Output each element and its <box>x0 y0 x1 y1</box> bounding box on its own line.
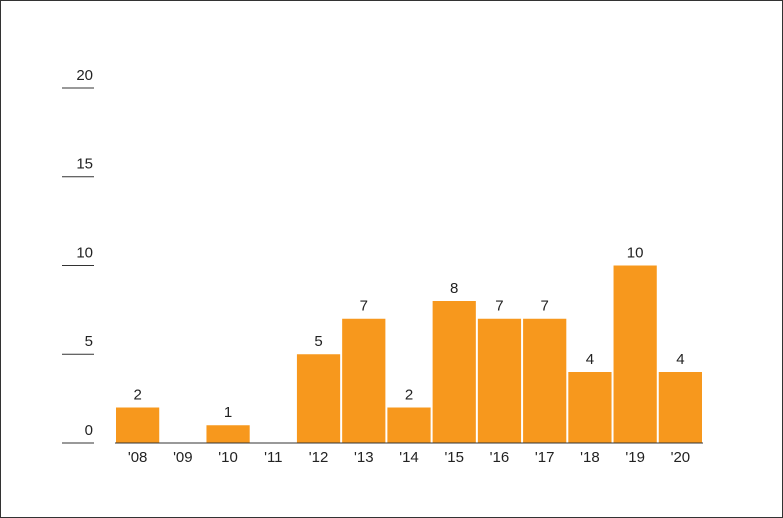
bar <box>206 425 250 443</box>
x-tick-label: '17 <box>535 449 555 466</box>
data-label: 7 <box>495 298 503 315</box>
bar <box>387 407 431 443</box>
data-label: 7 <box>360 298 368 315</box>
bar <box>116 407 160 443</box>
data-label: 4 <box>586 351 594 368</box>
bar <box>523 318 567 443</box>
bar <box>342 318 386 443</box>
x-tick-label: '09 <box>173 449 193 466</box>
data-label: 5 <box>314 333 322 350</box>
x-tick-label: '11 <box>264 449 282 466</box>
data-label: 4 <box>676 351 684 368</box>
data-label: 7 <box>541 298 549 315</box>
bar <box>477 318 522 443</box>
x-tick-label: '14 <box>399 449 419 466</box>
data-label: 8 <box>450 280 458 297</box>
y-tick-label: 15 <box>76 156 93 173</box>
bar <box>568 372 612 443</box>
x-tick-label: '19 <box>625 449 645 466</box>
data-label: 1 <box>224 404 232 421</box>
y-tick-label: 10 <box>76 244 93 261</box>
y-tick-label: 5 <box>85 333 93 350</box>
bar <box>296 354 341 443</box>
bar <box>613 265 657 443</box>
x-tick-label: '15 <box>444 449 464 466</box>
y-tick-label: 20 <box>76 67 93 84</box>
data-label: 2 <box>405 386 413 403</box>
x-tick-label: '20 <box>671 449 691 466</box>
data-label: 2 <box>133 386 141 403</box>
data-label: 10 <box>627 244 644 261</box>
x-tick-label: '10 <box>218 449 238 466</box>
bar <box>658 372 702 443</box>
x-tick-label: '08 <box>128 449 148 466</box>
y-tick-label: 0 <box>85 422 93 439</box>
x-tick-label: '18 <box>580 449 600 466</box>
x-tick-label: '12 <box>309 449 329 466</box>
x-tick-label: '13 <box>354 449 374 466</box>
x-tick-label: '16 <box>490 449 510 466</box>
bar <box>432 301 476 443</box>
